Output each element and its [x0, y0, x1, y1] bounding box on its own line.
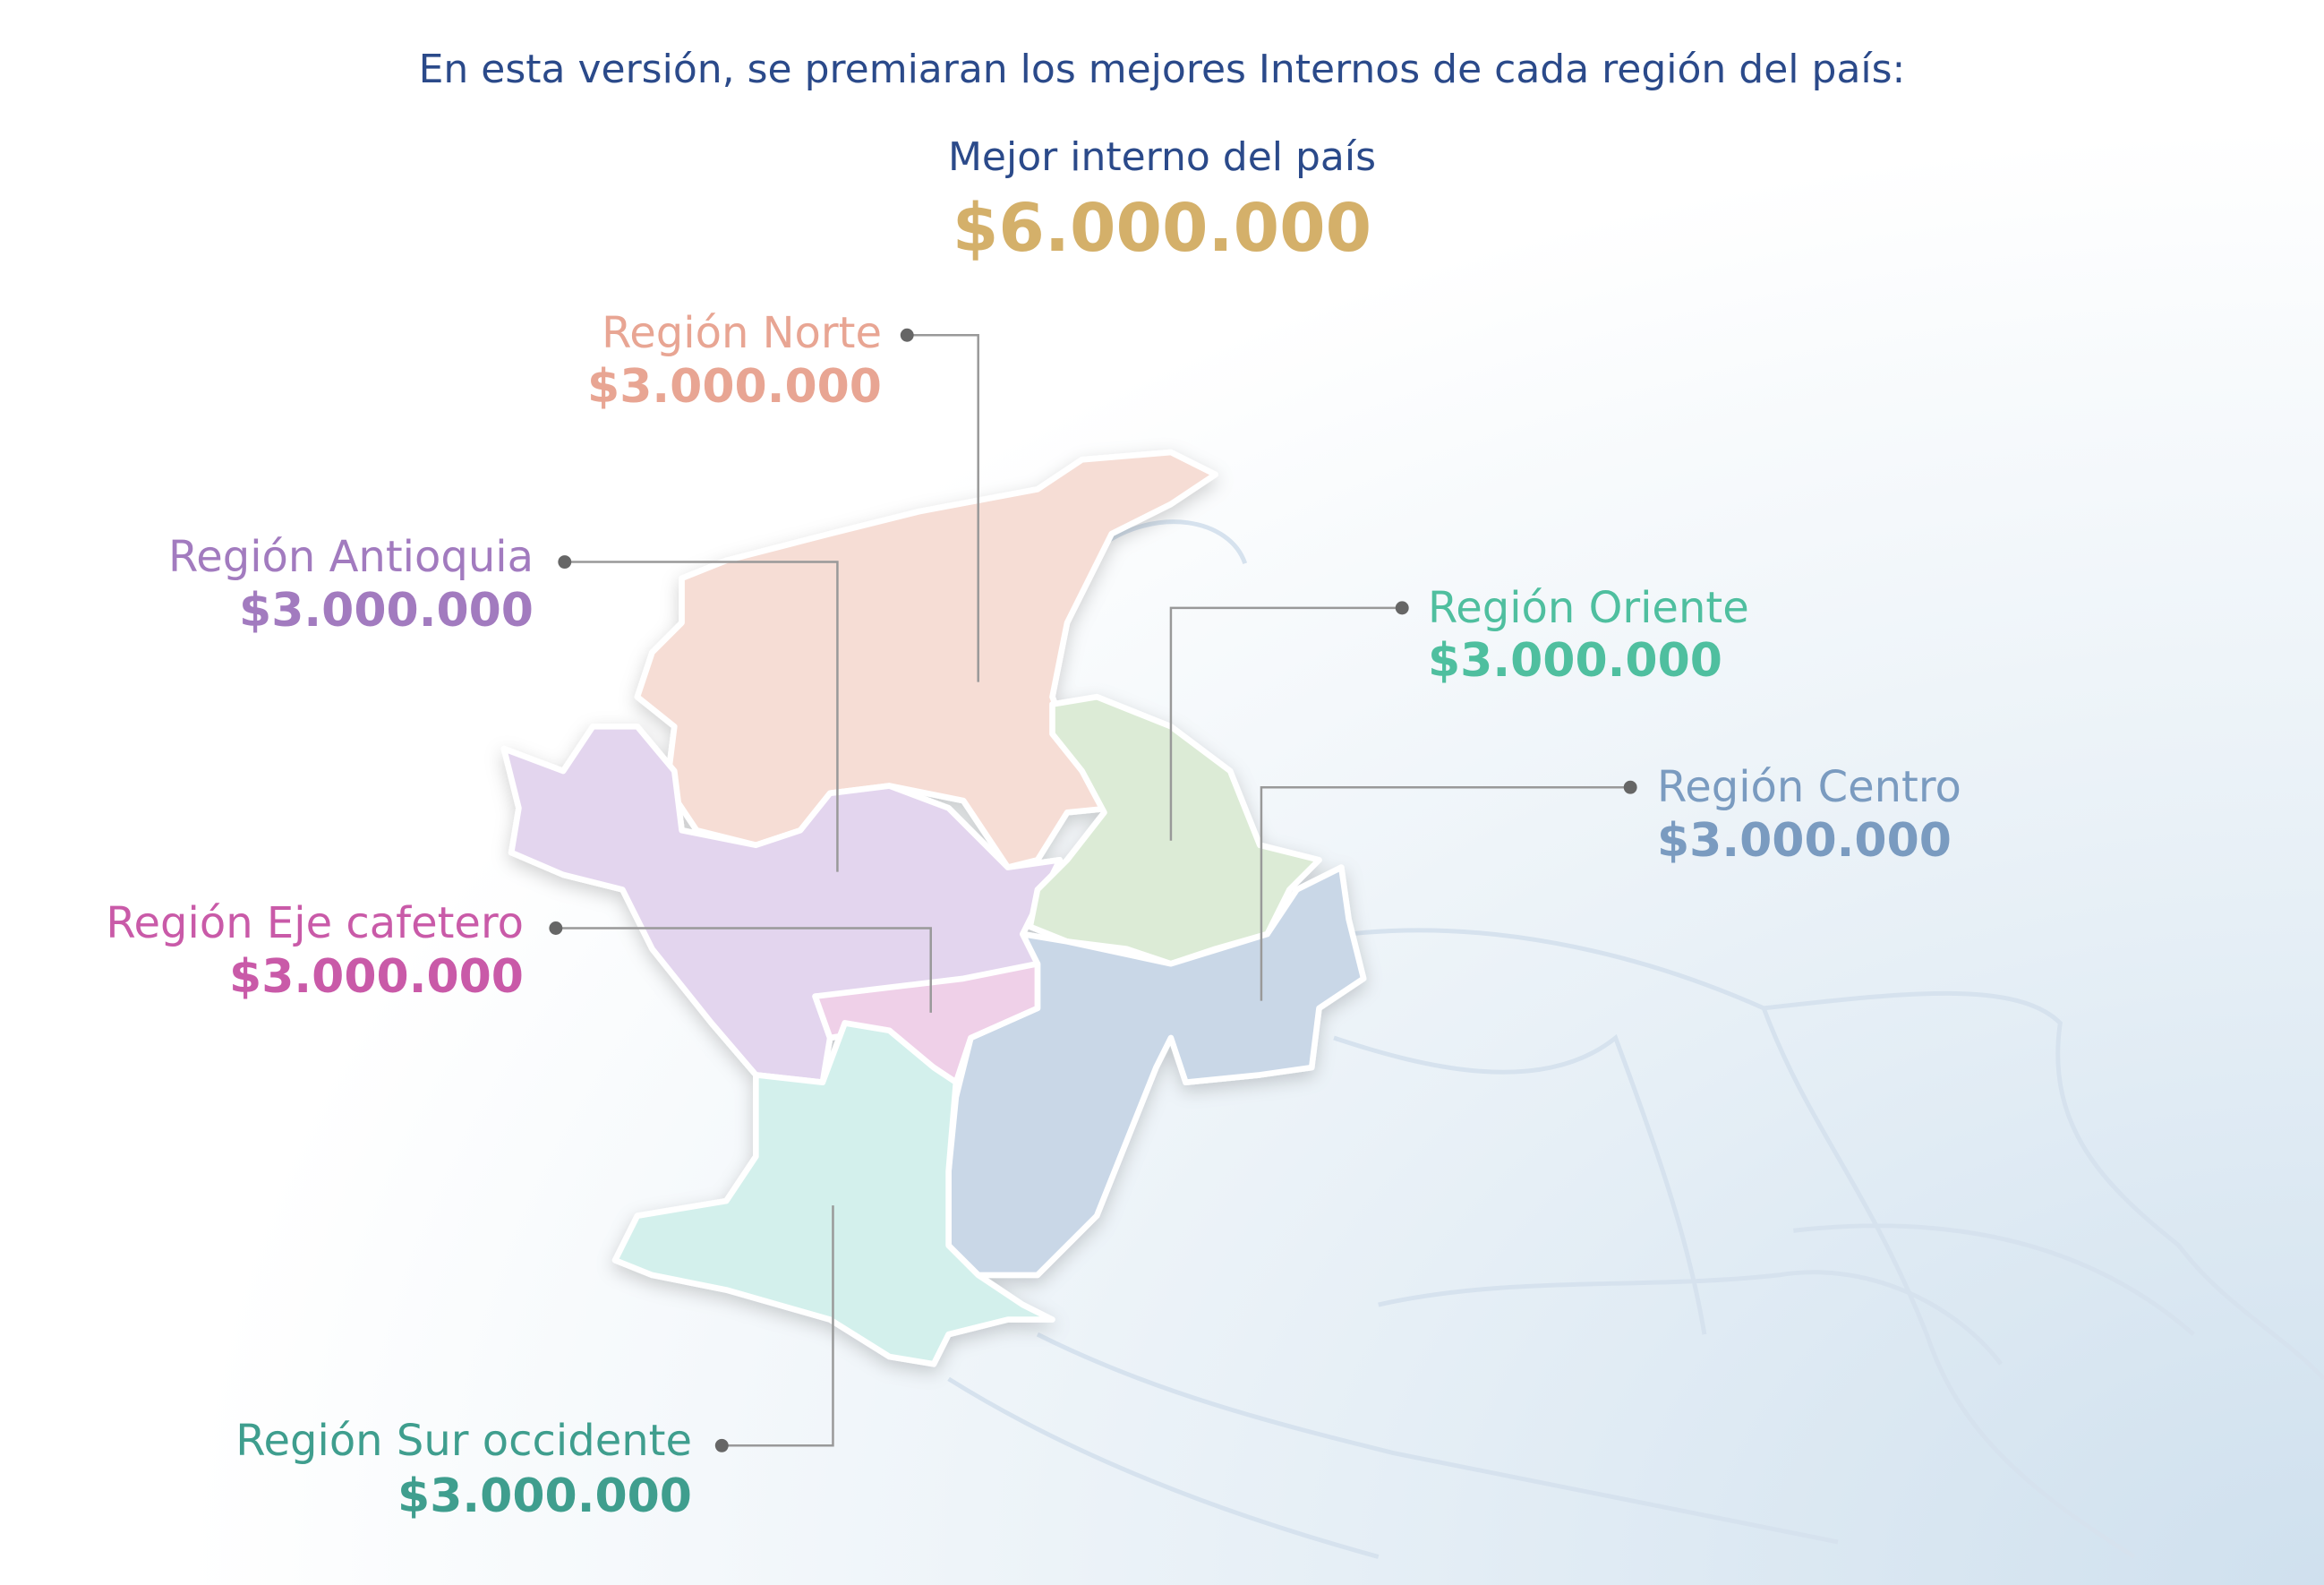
- region-centro-amount: $3.000.000: [1657, 814, 1952, 868]
- region-sur-occidente-name: Región Sur occidente: [235, 1416, 692, 1466]
- leader-dot-centro: [1623, 780, 1637, 794]
- region-eje-cafetero-name: Región Eje cafetero: [106, 898, 524, 948]
- region-antioquia-name: Región Antioquia: [168, 532, 534, 582]
- leader-line-centro: [1260, 785, 1631, 1001]
- region-sur-occidente-amount: $3.000.000: [397, 1469, 692, 1523]
- best-intern-amount: $6.000.000: [952, 190, 1372, 267]
- leader-line-sur-occidente: [722, 1205, 834, 1447]
- intro-heading: En esta versión, se premiaran los mejore…: [418, 47, 1906, 92]
- region-sur-occidente-shape[interactable]: [611, 1020, 1055, 1367]
- best-intern-label: Mejor interno del país: [947, 134, 1377, 180]
- leader-line-oriente: [1169, 606, 1403, 841]
- leader-line-antioquia: [564, 561, 839, 872]
- region-eje-cafetero-amount: $3.000.000: [229, 950, 524, 1004]
- region-antioquia-amount: $3.000.000: [239, 584, 534, 638]
- neighbor-borders: [947, 519, 2324, 1559]
- leader-dot-sur-occidente: [714, 1438, 729, 1452]
- leader-dot-antioquia: [558, 555, 572, 570]
- region-centro-name: Región Centro: [1657, 762, 1961, 812]
- leader-dot-oriente: [1395, 601, 1409, 615]
- leader-dot-eje-cafetero: [549, 921, 563, 935]
- region-norte-amount: $3.000.000: [587, 360, 882, 414]
- leader-line-eje-cafetero: [555, 927, 932, 1013]
- region-norte-name: Región Norte: [602, 308, 882, 358]
- region-oriente-name: Región Oriente: [1428, 583, 1749, 633]
- region-oriente-amount: $3.000.000: [1428, 634, 1722, 688]
- leader-line-norte: [907, 334, 979, 682]
- leader-dot-norte: [900, 328, 914, 342]
- leader-lines: [555, 334, 1631, 1447]
